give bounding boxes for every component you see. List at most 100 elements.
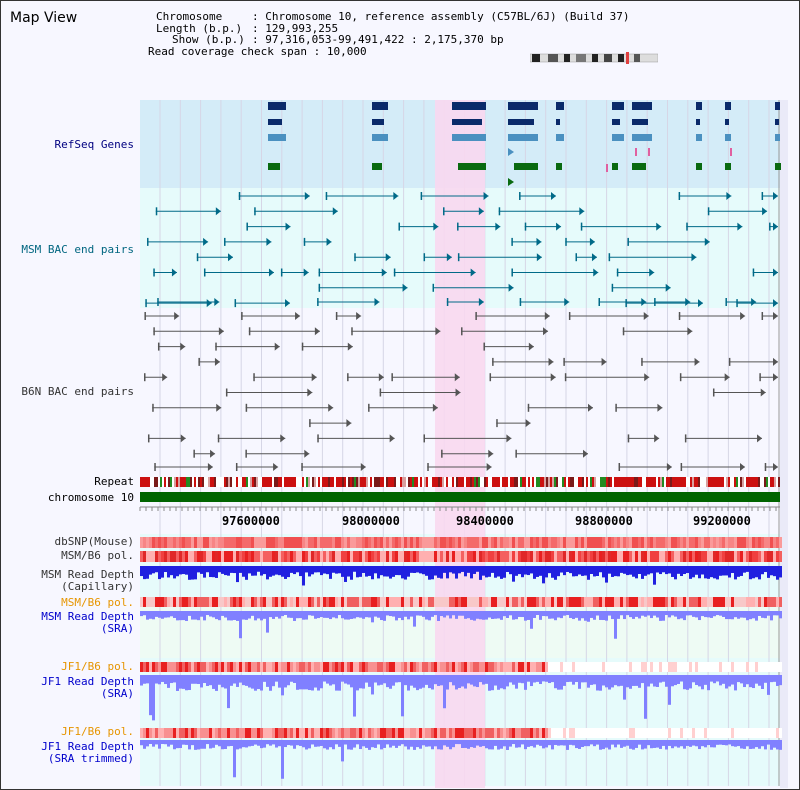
- read-depth-bar: [722, 740, 725, 745]
- read-depth-bar: [656, 566, 659, 573]
- msm-bac-end-pairs-label[interactable]: MSM BAC end pairs: [21, 243, 134, 256]
- polymorphism-cell: [443, 537, 446, 548]
- read-depth-bar: [410, 740, 413, 747]
- read-depth-bar: [413, 675, 416, 688]
- msm-b6-pol-sra-label[interactable]: MSM/B6 pol.: [61, 596, 134, 609]
- read-depth-bar: [335, 675, 338, 691]
- b6n-bac-end: [759, 373, 761, 382]
- polymorphism-cell: [290, 597, 293, 607]
- read-depth-bar: [422, 740, 425, 746]
- b6n-bac-end: [157, 342, 160, 351]
- read-depth-bar: [515, 675, 518, 689]
- polymorphism-cell: [734, 537, 737, 548]
- polymorphism-cell: [371, 728, 374, 738]
- read-depth-bar: [461, 566, 464, 572]
- repeat-element: [762, 477, 764, 487]
- length-label: Length (b.p.): [156, 21, 243, 35]
- polymorphism-cell: [374, 728, 377, 738]
- refseq-cds: [696, 163, 702, 170]
- polymorphism-cell: [746, 537, 749, 548]
- show-label: Show (b.p.): [172, 33, 245, 46]
- read-depth-bar: [437, 675, 440, 686]
- jf1-read-depth-trimmed-label[interactable]: JF1 Read Depth: [41, 740, 134, 753]
- msm-bac-end: [246, 222, 248, 231]
- polymorphism-cell: [233, 597, 236, 607]
- polymorphism-cell: [506, 537, 509, 548]
- repeat-element: [446, 477, 448, 487]
- chromosome-ideogram[interactable]: [530, 52, 658, 64]
- b6n-bac-end: [225, 388, 228, 397]
- read-depth-bar: [176, 611, 179, 621]
- jf1-b6-pol-label[interactable]: JF1/B6 pol.: [61, 660, 134, 673]
- read-depth-bar: [518, 566, 521, 575]
- b6n-bac-end: [527, 403, 530, 412]
- repeat-element: [704, 477, 706, 487]
- msm-read-depth-capillary-label[interactable]: MSM Read Depth: [41, 568, 134, 581]
- polymorphism-cell: [476, 597, 479, 607]
- read-depth-bar: [443, 740, 446, 746]
- refseq-genes-label[interactable]: RefSeq Genes: [54, 138, 134, 151]
- polymorphism-cell: [395, 537, 398, 548]
- read-depth-bar: [149, 740, 152, 745]
- read-depth-bar: [194, 611, 197, 620]
- polymorphism-cell: [179, 537, 182, 548]
- repeat-element: [148, 477, 150, 487]
- polymorphism-cell: [737, 597, 740, 607]
- read-depth-bar: [641, 566, 644, 579]
- msm-bac-end: [691, 253, 697, 262]
- refseq-arrow: [508, 178, 514, 186]
- polymorphism-cell: [677, 597, 680, 607]
- polymorphism-cell: [146, 728, 149, 738]
- read-depth-bar: [749, 675, 752, 688]
- polymorphism-cell: [497, 728, 500, 738]
- polymorphism-cell: [566, 537, 569, 548]
- b6n-bac-end: [773, 312, 778, 320]
- polymorphism-cell: [509, 537, 512, 548]
- polymorphism-cell: [518, 597, 521, 607]
- polymorphism-cell: [386, 537, 389, 548]
- polymorphism-cell: [692, 597, 695, 607]
- read-depth-bar: [494, 611, 497, 619]
- jf1-read-depth-sra-label[interactable]: JF1 Read Depth: [41, 675, 134, 688]
- read-depth-bar: [560, 566, 563, 573]
- polymorphism-cell: [587, 537, 590, 548]
- polymorphism-cell: [467, 551, 470, 562]
- polymorphism-cell: [635, 537, 638, 548]
- read-depth-bar: [755, 675, 758, 684]
- b6n-bac-end: [198, 357, 200, 366]
- repeat-element: [724, 477, 726, 487]
- read-depth-bar: [332, 675, 335, 685]
- repeat-element: [648, 477, 650, 487]
- polymorphism-cell: [374, 551, 377, 562]
- repeat-element: [318, 477, 320, 487]
- read-depth-bar: [140, 611, 143, 617]
- read-depth-bar: [329, 675, 332, 686]
- polymorphism-cell: [674, 597, 677, 607]
- b6n-bac-end-pairs-label[interactable]: B6N BAC end pairs: [21, 385, 134, 398]
- msm-read-depth-sra-label[interactable]: MSM Read Depth: [41, 610, 134, 623]
- chromosome-track-label[interactable]: chromosome 10: [47, 491, 134, 504]
- read-depth-bar: [404, 675, 407, 686]
- dbsnp-label[interactable]: dbSNP(Mouse): [54, 535, 134, 548]
- polymorphism-cell: [455, 597, 458, 607]
- msm-b6-pol-label[interactable]: MSM/B6 pol.: [61, 549, 134, 562]
- repeat-element: [426, 477, 428, 487]
- polymorphism-cell: [155, 551, 158, 562]
- read-depth-bar: [365, 675, 368, 683]
- jf1-b6-pol-trimmed-label[interactable]: JF1/B6 pol.: [61, 725, 134, 738]
- read-depth-bar: [413, 611, 416, 627]
- polymorphism-cell: [353, 728, 356, 738]
- polymorphism-cell: [482, 551, 485, 562]
- read-depth-bar: [476, 675, 479, 688]
- polymorphism-cell: [386, 597, 389, 607]
- repeat-element: [612, 477, 614, 487]
- read-depth-bar: [368, 675, 371, 687]
- polymorphism-cell: [434, 537, 437, 548]
- polymorphism-cell: [257, 597, 260, 607]
- repeat-label[interactable]: Repeat: [94, 475, 134, 488]
- coverage-label: Read coverage check span: [148, 44, 307, 58]
- refseq-gene: [372, 119, 384, 125]
- read-depth-bar: [410, 675, 413, 686]
- polymorphism-cell: [545, 662, 548, 672]
